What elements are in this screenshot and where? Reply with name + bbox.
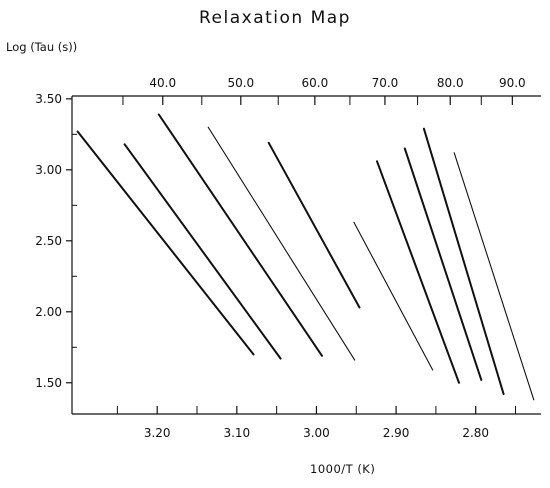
x-axis-label: 1000/T (K)	[310, 462, 376, 476]
top-tick-label: 60.0	[302, 76, 329, 90]
top-tick-label: 40.0	[149, 76, 176, 90]
top-tick-label: 50.0	[227, 76, 254, 90]
series-line-4	[207, 126, 356, 361]
x-tick-label: 3.10	[223, 426, 250, 440]
series-line-6	[353, 221, 434, 371]
x-tick-label: 2.90	[383, 426, 410, 440]
top-tick-label: 70.0	[372, 76, 399, 90]
series-line-7	[376, 160, 460, 384]
series-line-3	[157, 113, 323, 357]
series-line-8	[403, 147, 483, 381]
series-line-5	[267, 141, 361, 309]
y-tick-label: 3.50	[35, 92, 62, 106]
series-line-2	[123, 143, 282, 360]
series-line-9	[422, 127, 505, 396]
y-tick-label: 3.00	[35, 163, 62, 177]
series-line-1	[76, 130, 255, 356]
chart-title: Relaxation Map	[199, 8, 351, 28]
x-tick-label: 3.00	[303, 426, 330, 440]
series-line-10	[453, 152, 535, 401]
top-tick-label: 80.0	[437, 76, 464, 90]
x-tick-label: 2.80	[462, 426, 489, 440]
y-tick-label: 2.50	[35, 234, 62, 248]
y-tick-label: 1.50	[35, 376, 62, 390]
y-tick-label: 2.00	[35, 305, 62, 319]
top-tick-label: 90.0	[499, 76, 526, 90]
x-tick-label: 3.20	[144, 426, 171, 440]
y-axis-label: Log (Tau (s))	[6, 40, 78, 54]
